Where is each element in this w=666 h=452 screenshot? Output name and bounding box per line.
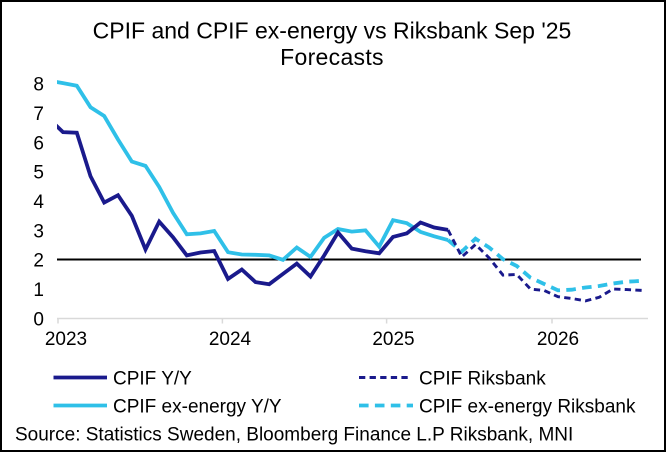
svg-text:2026: 2026 — [537, 329, 579, 350]
svg-text:0: 0 — [33, 309, 44, 330]
svg-text:Forecasts: Forecasts — [280, 44, 384, 70]
svg-text:2025: 2025 — [372, 329, 414, 350]
svg-text:3: 3 — [33, 221, 44, 242]
svg-text:Source: Statistics Sweden, Blo: Source: Statistics Sweden, Bloomberg Fin… — [15, 425, 573, 446]
svg-text:8: 8 — [33, 75, 44, 96]
svg-text:CPIF Riksbank: CPIF Riksbank — [419, 369, 546, 390]
svg-text:7: 7 — [33, 104, 44, 125]
svg-text:2024: 2024 — [209, 329, 252, 350]
svg-text:2: 2 — [33, 251, 44, 272]
svg-text:CPIF Y/Y: CPIF Y/Y — [113, 369, 192, 390]
svg-text:CPIF ex-energy Y/Y: CPIF ex-energy Y/Y — [113, 397, 282, 418]
svg-text:4: 4 — [33, 192, 44, 213]
svg-text:2023: 2023 — [45, 329, 87, 350]
svg-text:CPIF ex-energy Riksbank: CPIF ex-energy Riksbank — [419, 397, 636, 418]
svg-text:5: 5 — [33, 163, 44, 184]
svg-text:1: 1 — [33, 280, 44, 301]
svg-text:6: 6 — [33, 133, 44, 154]
svg-text:CPIF and CPIF ex-energy vs Rik: CPIF and CPIF ex-energy vs Riksbank Sep … — [93, 18, 572, 44]
